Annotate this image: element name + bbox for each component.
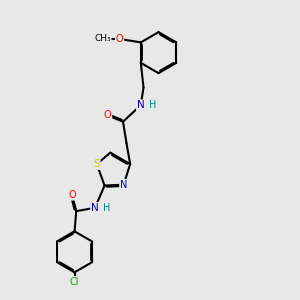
Text: O: O (104, 110, 112, 121)
Text: CH₃: CH₃ (94, 34, 111, 43)
Text: H: H (149, 100, 156, 110)
Text: N: N (91, 203, 99, 213)
Text: Cl: Cl (70, 277, 79, 287)
Text: H: H (103, 203, 111, 213)
Text: S: S (94, 159, 100, 169)
Text: O: O (68, 190, 76, 200)
Text: N: N (137, 100, 145, 110)
Text: N: N (120, 180, 127, 190)
Text: O: O (116, 34, 123, 44)
